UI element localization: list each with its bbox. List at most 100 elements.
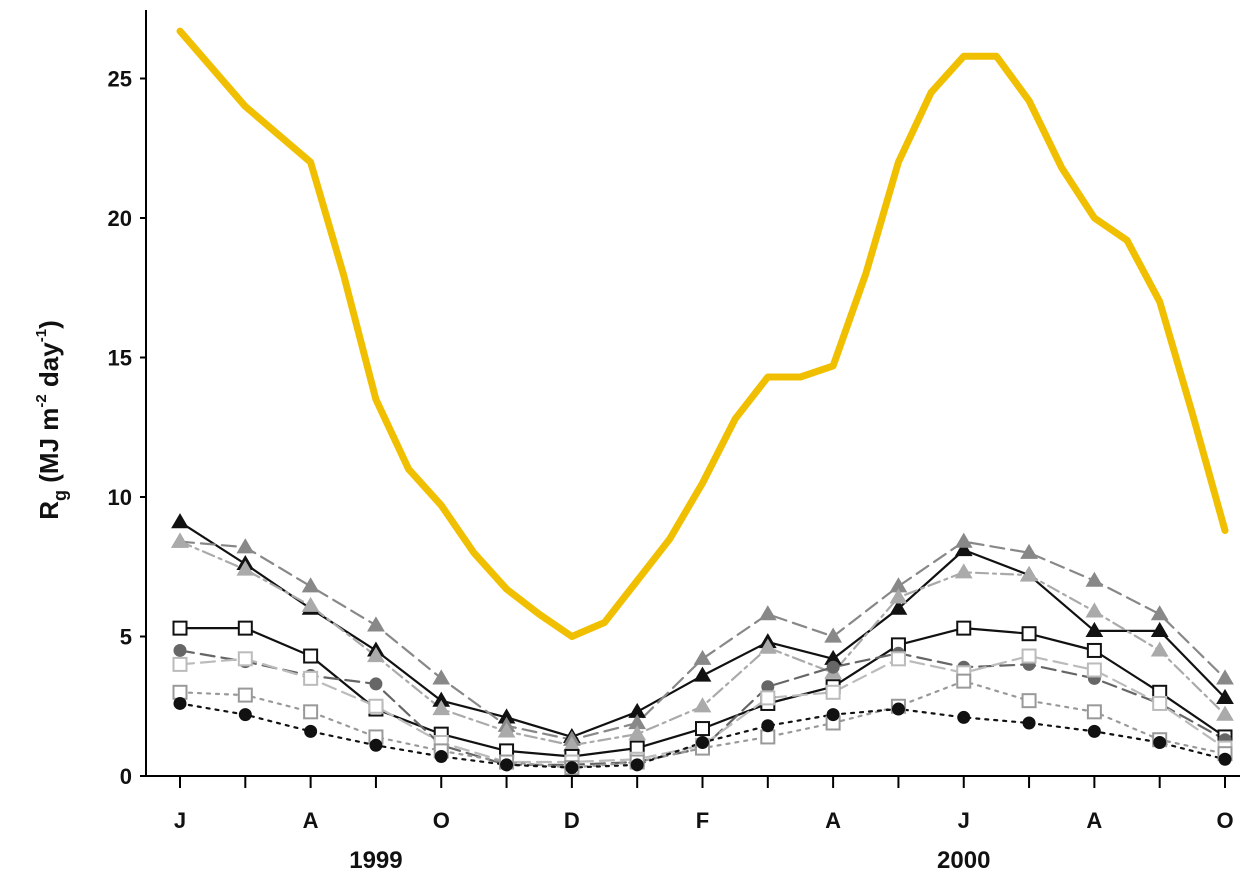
marker-s2-p13 — [1020, 543, 1038, 559]
marker-s5-p3 — [369, 677, 383, 691]
marker-s6-p9 — [760, 690, 776, 706]
marker-s8-p12 — [957, 710, 971, 724]
marker-s4-p1 — [237, 620, 253, 636]
marker-s6-p14 — [1086, 662, 1102, 678]
marker-s8-p16 — [1218, 752, 1232, 766]
marker-s3-p12 — [954, 563, 973, 579]
marker-s2-p1 — [236, 538, 255, 554]
marker-s7-p13 — [1021, 693, 1037, 709]
marker-s3-p9 — [758, 638, 777, 654]
marker-s4-p2 — [303, 648, 319, 664]
marker-s6-p11 — [890, 651, 906, 667]
marker-s6-p1 — [237, 651, 253, 667]
ylabel-part-c: ) — [34, 320, 64, 329]
marker-s2-p9 — [758, 605, 777, 621]
marker-s8-p0 — [173, 696, 187, 710]
y-tick-label-15: 15 — [108, 346, 132, 371]
year-label-1: 2000 — [937, 847, 990, 874]
marker-s1-p15 — [1150, 621, 1169, 638]
marker-s7-p12 — [956, 673, 972, 689]
marker-s2-p4 — [432, 669, 451, 685]
x-tick-label-2: O — [433, 808, 450, 833]
marker-s7-p1 — [237, 687, 253, 703]
ylabel-sup1: -2 — [33, 394, 50, 407]
x-tick-label-6: J — [958, 808, 970, 833]
axis-layer: 0 5 10 15 20 25 J A O D F A J A O 1999 2000 — [108, 10, 1240, 874]
ylabel-main: R — [34, 501, 64, 520]
marker-s5-p0 — [173, 643, 187, 657]
marker-s7-p14 — [1086, 704, 1102, 720]
marker-s8-p7 — [630, 758, 644, 772]
marker-s4-p12 — [956, 620, 972, 636]
marker-s5-p10 — [826, 660, 840, 674]
marker-s1-p11 — [889, 599, 908, 615]
marker-s6-p13 — [1021, 648, 1037, 664]
y-tick-label-5: 5 — [120, 625, 132, 650]
marker-s4-p0 — [172, 620, 188, 636]
marker-s6-p10 — [825, 684, 841, 700]
x-tick-label-4: F — [696, 808, 709, 833]
marker-s2-p16 — [1216, 669, 1234, 685]
marker-s8-p14 — [1087, 724, 1101, 738]
marker-s3-p11 — [889, 588, 908, 604]
x-tick-label-1: A — [303, 808, 319, 833]
marker-s3-p1 — [236, 560, 255, 576]
marker-s6-p0 — [172, 656, 188, 672]
marker-s6-p2 — [303, 670, 319, 686]
marker-s8-p13 — [1022, 716, 1036, 730]
y-tick-label-0: 0 — [120, 764, 132, 789]
marker-s2-p10 — [824, 627, 842, 643]
marker-s3-p14 — [1085, 602, 1104, 618]
ylabel-part-a: (MJ m — [34, 408, 64, 490]
marker-s1-p14 — [1085, 621, 1104, 638]
y-tick-label-10: 10 — [108, 485, 132, 510]
ylabel-sup2: -1 — [33, 329, 50, 342]
marker-s1-p8 — [693, 666, 712, 682]
marker-s8-p9 — [761, 719, 775, 733]
marker-s8-p4 — [434, 749, 448, 763]
marker-s3-p7 — [628, 725, 647, 741]
marker-s1-p0 — [171, 513, 189, 529]
marker-s1-p16 — [1216, 688, 1234, 704]
x-tick-label-3: D — [564, 808, 580, 833]
marker-s2-p2 — [301, 577, 320, 593]
marker-s8-p8 — [696, 736, 709, 750]
marker-s8-p2 — [304, 724, 318, 738]
marker-s2-p12 — [954, 532, 973, 548]
marker-s7-p9 — [760, 729, 776, 745]
y-axis-label: Rg (MJ m-2 day-1) — [33, 320, 70, 520]
marker-s8-p1 — [238, 708, 252, 722]
x-tick-label-7: A — [1086, 808, 1102, 833]
marker-s8-p10 — [826, 708, 840, 722]
marker-s4-p13 — [1021, 626, 1037, 642]
marker-s3-p5 — [497, 722, 516, 738]
marker-s2-p14 — [1085, 571, 1104, 587]
marker-s3-p0 — [171, 532, 189, 548]
marker-s8-p11 — [891, 702, 905, 716]
marker-s3-p3 — [367, 647, 385, 663]
x-tick-label-0: J — [174, 808, 186, 833]
marker-s1-p12 — [954, 541, 973, 557]
x-tick-label-5: A — [825, 808, 841, 833]
marker-s2-p3 — [367, 616, 385, 632]
marker-s8-p3 — [369, 738, 383, 752]
marker-s8-p15 — [1153, 736, 1167, 750]
year-label-0: 1999 — [349, 847, 402, 874]
y-tick-label-25: 25 — [108, 67, 132, 92]
marker-s8-p6 — [565, 761, 579, 775]
series-line-0 — [176, 27, 1229, 640]
marker-s3-p8 — [693, 697, 712, 713]
marker-layer — [171, 513, 1234, 776]
ylabel-part-b: day — [34, 342, 64, 395]
marker-s3-p15 — [1150, 641, 1169, 657]
marker-s8-p5 — [500, 758, 514, 772]
y-tick-label-20: 20 — [108, 206, 132, 231]
marker-s3-p13 — [1020, 566, 1038, 582]
marker-s3-p16 — [1216, 705, 1234, 721]
marker-s6-p15 — [1152, 695, 1168, 711]
marker-s2-p8 — [693, 649, 712, 665]
ylabel-sub: g — [50, 490, 70, 501]
marker-s7-p0 — [172, 684, 188, 700]
